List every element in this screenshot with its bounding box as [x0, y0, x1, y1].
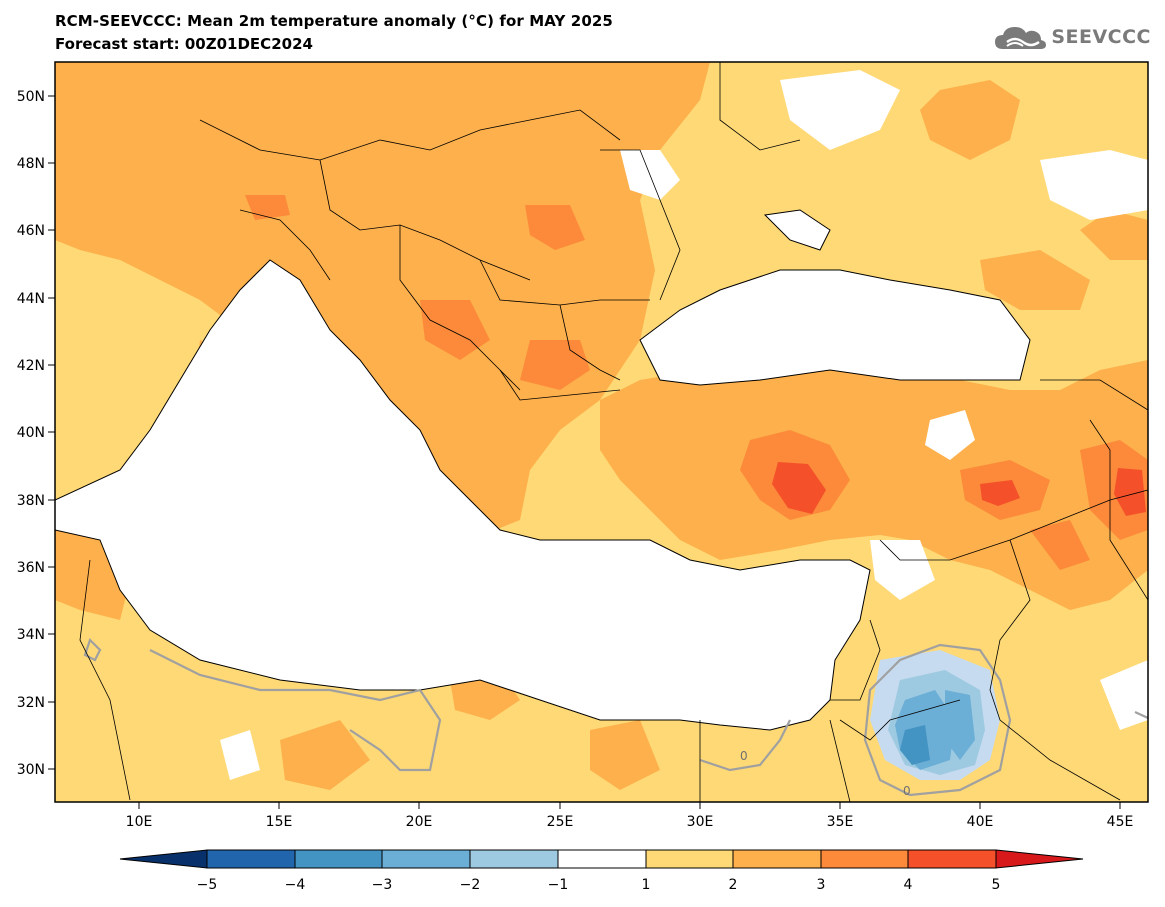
- lon-label: 15E: [266, 814, 293, 830]
- lon-label: 35E: [827, 814, 854, 830]
- lat-label: 44N: [17, 291, 45, 307]
- colorbar-segment: [119, 849, 208, 869]
- colorbar-label: 3: [817, 877, 826, 893]
- colorbar-segment: [995, 849, 1084, 869]
- sea-areas: [55, 209, 1031, 731]
- anomaly-negative-zone: [870, 650, 1000, 780]
- colorbar-segment: [732, 849, 822, 869]
- country-borders: [79, 62, 1148, 802]
- lat-label: 34N: [17, 627, 45, 643]
- anomaly-zones-2-3: [55, 62, 1148, 790]
- contour-label: 0: [903, 784, 911, 798]
- lon-label: 10E: [126, 814, 153, 830]
- longitude-ticks: [138, 802, 1121, 809]
- colorbar-label: −3: [372, 877, 393, 893]
- colorbar-label: 5: [992, 877, 1001, 893]
- lon-label: 20E: [406, 814, 433, 830]
- lon-label: 30E: [687, 814, 714, 830]
- colorbar-segment: [907, 849, 997, 869]
- cloud-icon: [995, 27, 1047, 49]
- forecast-start: Forecast start: 00Z01DEC2024: [55, 35, 313, 53]
- colorbar-segment: [557, 849, 647, 869]
- colorbar: [119, 849, 1084, 869]
- logo-text: SEEVCCC: [1051, 26, 1151, 48]
- lat-label: 36N: [17, 560, 45, 576]
- colorbar-segment: [294, 849, 383, 869]
- lat-label: 46N: [17, 223, 45, 239]
- colorbar-label: −4: [285, 877, 306, 893]
- lon-label: 40E: [967, 814, 994, 830]
- longitude-labels: 10E 15E 20E 25E 30E 35E 40E 45E: [126, 814, 1134, 830]
- anomaly-zones-4-5: [772, 462, 1146, 516]
- latitude-labels: 50N 48N 46N 44N 42N 40N 38N 36N 34N 32N …: [17, 89, 45, 778]
- lat-label: 50N: [17, 89, 45, 105]
- colorbar-label: 4: [904, 877, 913, 893]
- map-area: 0 0: [55, 62, 1148, 802]
- lat-label: 48N: [17, 156, 45, 172]
- colorbar-labels: −5 −4 −3 −2 −1 1 2 3 4 5: [197, 877, 1001, 893]
- colorbar-segment: [820, 849, 909, 869]
- colorbar-segment: [206, 849, 296, 869]
- anomaly-near-zero-patches: [220, 70, 1148, 780]
- zero-contour: [83, 637, 1148, 797]
- lat-label: 40N: [17, 425, 45, 441]
- map-title: RCM-SEEVCCC: Mean 2m temperature anomaly…: [55, 12, 613, 30]
- contour-label: 0: [740, 749, 748, 763]
- colorbar-label: −5: [197, 877, 218, 893]
- lon-label: 45E: [1107, 814, 1134, 830]
- colorbar-segment: [469, 849, 559, 869]
- colorbar-label: 1: [642, 877, 651, 893]
- colorbar-label: −1: [548, 877, 569, 893]
- lat-label: 38N: [17, 493, 45, 509]
- lat-label: 32N: [17, 695, 45, 711]
- lat-label: 42N: [17, 358, 45, 374]
- lon-label: 25E: [547, 814, 574, 830]
- colorbar-segment: [645, 849, 734, 869]
- colorbar-label: −2: [460, 877, 481, 893]
- latitude-ticks: [48, 95, 55, 770]
- lat-label: 30N: [17, 762, 45, 778]
- colorbar-label: 2: [729, 877, 738, 893]
- seevccc-logo: SEEVCCC: [993, 22, 1151, 52]
- colorbar-segment: [381, 849, 471, 869]
